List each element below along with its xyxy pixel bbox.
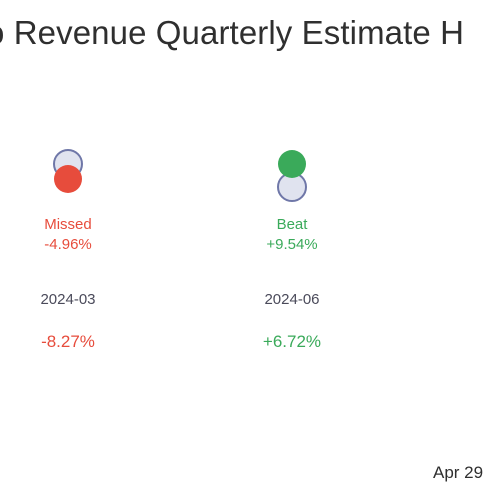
- period-label: 2024-03: [40, 291, 96, 308]
- change-label: -8.27%: [41, 332, 95, 351]
- surprise-label: +9.54%: [266, 236, 318, 253]
- footer-date: Apr 29: [433, 463, 484, 482]
- surprise-label: -4.96%: [44, 236, 92, 253]
- quarter-column: Beat +9.54% 2024-06 +6.72%: [202, 0, 382, 500]
- result-label: Missed: [44, 216, 92, 233]
- change-label: -2: [426, 332, 500, 352]
- period-label: 20: [426, 291, 500, 308]
- period-label: 2024-06: [264, 291, 320, 308]
- quarter-column: Missed -4.96% 2024-03 -8.27%: [0, 0, 158, 500]
- result-label: M: [426, 216, 500, 233]
- surprise-label: -: [426, 236, 500, 253]
- actual-marker: [54, 165, 82, 193]
- actual-marker: [278, 150, 306, 178]
- change-label: +6.72%: [262, 332, 322, 351]
- result-label: Beat: [276, 216, 308, 233]
- chart-title: o Revenue Quarterly Estimate H: [0, 14, 465, 51]
- quarter-column: M - 20 -2: [426, 0, 500, 500]
